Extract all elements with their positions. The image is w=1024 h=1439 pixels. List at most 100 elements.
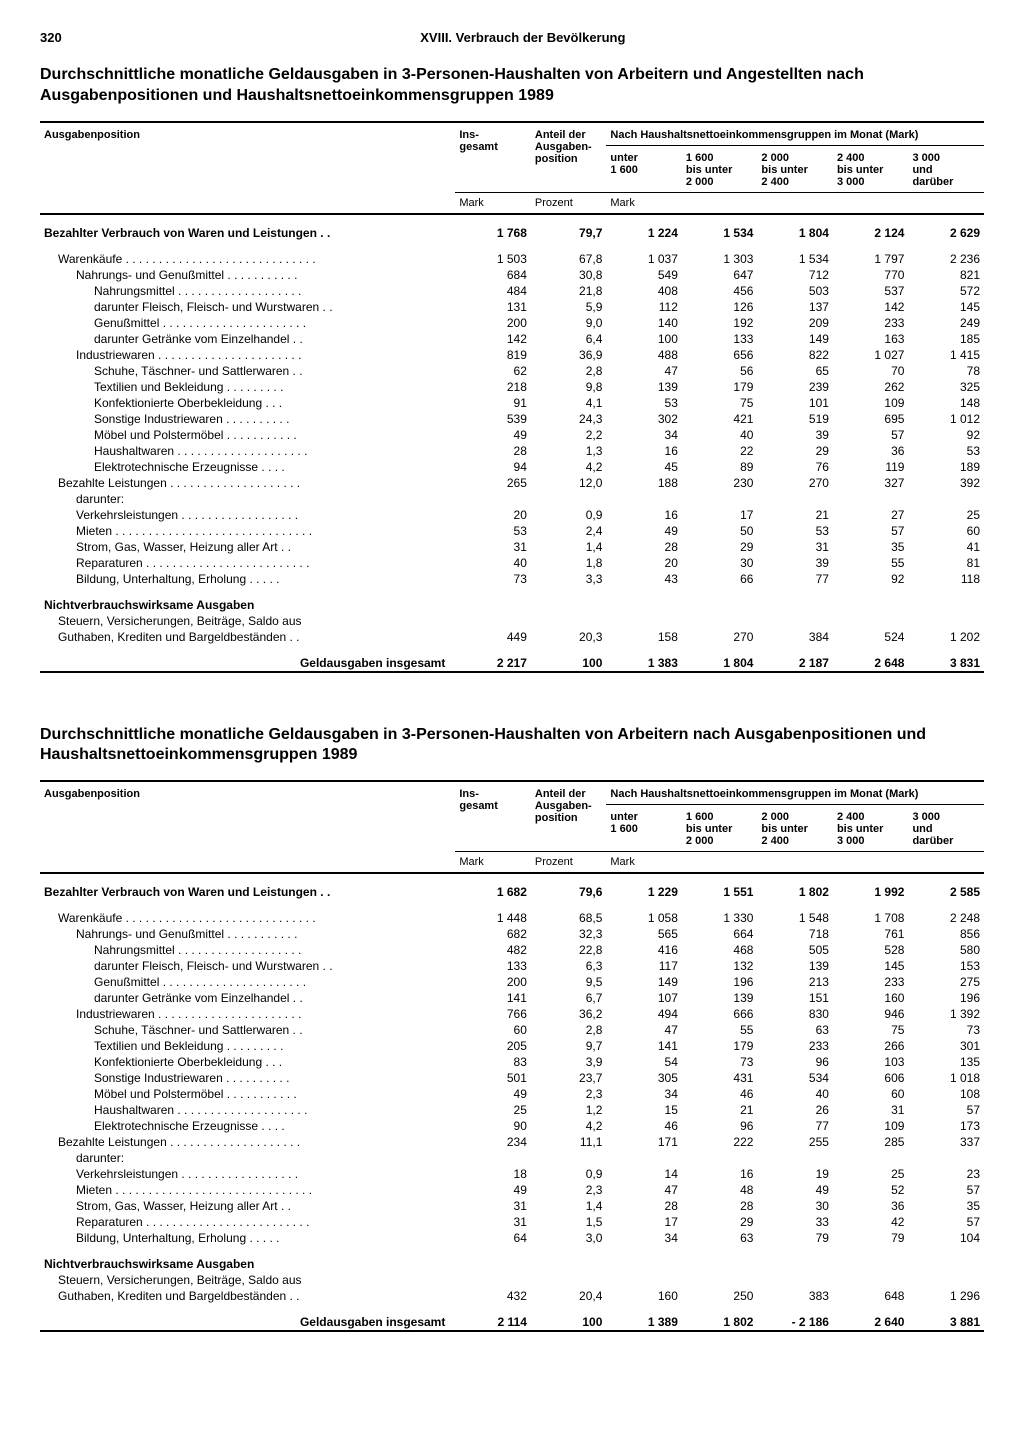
table-row: Warenkäufe . . . . . . . . . . . . . . .… [40,251,984,267]
table-row: Steuern, Versicherungen, Beiträge, Saldo… [40,613,984,629]
cell: 94 [455,459,531,475]
table-row: Nahrungs- und Genußmittel . . . . . . . … [40,267,984,283]
cell: 431 [682,1070,758,1086]
col-g1: unter1 600 [606,145,682,192]
cell: 1 018 [908,1070,984,1086]
row-label: Sonstige Industriewaren . . . . . . . . … [40,411,455,427]
cell: 712 [757,267,833,283]
cell: 31 [455,539,531,555]
table-row: darunter Fleisch, Fleisch- und Wurstware… [40,299,984,315]
row-label: Nichtverbrauchswirksame Ausgaben [40,1256,455,1272]
cell: 1 296 [908,1288,984,1304]
cell: 57 [908,1102,984,1118]
cell: 1,8 [531,555,607,571]
table-row: Reparaturen . . . . . . . . . . . . . . … [40,555,984,571]
cell: 36 [833,443,909,459]
cell: 49 [757,1182,833,1198]
cell: 92 [908,427,984,443]
table-row: Sonstige Industriewaren . . . . . . . . … [40,411,984,427]
row-label: Nahrungsmittel . . . . . . . . . . . . .… [40,283,455,299]
table-row: Warenkäufe . . . . . . . . . . . . . . .… [40,910,984,926]
cell: 75 [682,395,758,411]
cell: 28 [606,1198,682,1214]
cell: 179 [682,379,758,395]
cell [833,1272,909,1288]
row-label: Nahrungsmittel . . . . . . . . . . . . .… [40,942,455,958]
cell: 109 [833,395,909,411]
cell: 28 [606,539,682,555]
cell: 656 [682,347,758,363]
row-label: darunter Getränke vom Einzelhandel . . [40,331,455,347]
cell: 6,4 [531,331,607,347]
cell: 49 [455,1182,531,1198]
cell: 1 802 [682,1314,758,1331]
cell: 57 [908,1182,984,1198]
cell: 67,8 [531,251,607,267]
page-header: 320 XVIII. Verbrauch der Bevölkerung [40,30,984,45]
col-group-header: Nach Haushaltsnettoeinkommensgruppen im … [606,122,984,146]
cell: 1 804 [757,225,833,241]
cell: 1,2 [531,1102,607,1118]
cell: 275 [908,974,984,990]
row-label: Bildung, Unterhaltung, Erholung . . . . … [40,571,455,587]
row-label: Schuhe, Täschner- und Sattlerwaren . . [40,363,455,379]
cell: 28 [682,1198,758,1214]
cell: 408 [606,283,682,299]
row-label: Steuern, Versicherungen, Beiträge, Saldo… [40,1272,455,1288]
cell: 160 [606,1288,682,1304]
cell: 822 [757,347,833,363]
cell: 682 [455,926,531,942]
cell: 145 [908,299,984,315]
cell: 32,3 [531,926,607,942]
cell [908,613,984,629]
table-row: Elektrotechnische Erzeugnisse . . . . 90… [40,1118,984,1134]
table-row: Konfektionierte Oberbekleidung . . . 83 … [40,1054,984,1070]
cell: 34 [606,1086,682,1102]
row-label: darunter Fleisch, Fleisch- und Wurstware… [40,958,455,974]
col-anteil: Anteil derAusgaben-position [531,122,607,193]
table-row: Konfektionierte Oberbekleidung . . . 91 … [40,395,984,411]
cell: 1 503 [455,251,531,267]
table-row: Industriewaren . . . . . . . . . . . . .… [40,1006,984,1022]
cell: 145 [833,958,909,974]
cell: 11,1 [531,1134,607,1150]
cell: 18 [455,1166,531,1182]
row-label: Strom, Gas, Wasser, Heizung aller Art . … [40,539,455,555]
cell: 528 [833,942,909,958]
cell: 104 [908,1230,984,1246]
cell: 456 [682,283,758,299]
cell: 684 [455,267,531,283]
cell: 31 [455,1214,531,1230]
table-row: Textilien und Bekleidung . . . . . . . .… [40,1038,984,1054]
cell: 664 [682,926,758,942]
cell: 2,4 [531,523,607,539]
cell: 1 682 [455,884,531,900]
cell: 40 [757,1086,833,1102]
cell [606,613,682,629]
cell: 3,0 [531,1230,607,1246]
col-position: Ausgabenposition [40,781,455,852]
unit-prozent: Prozent [531,852,607,874]
cell: 36,9 [531,347,607,363]
cell: 23,7 [531,1070,607,1086]
cell [908,1150,984,1166]
page-number: 320 [40,30,62,45]
table-title: Durchschnittliche monatliche Geldausgabe… [40,65,984,107]
row-label: Textilien und Bekleidung . . . . . . . .… [40,1038,455,1054]
cell: 666 [682,1006,758,1022]
table-row: Nichtverbrauchswirksame Ausgaben [40,1256,984,1272]
cell: 36,2 [531,1006,607,1022]
cell: 1 037 [606,251,682,267]
cell: 60 [455,1022,531,1038]
cell: 21,8 [531,283,607,299]
table-row: Bildung, Unterhaltung, Erholung . . . . … [40,1230,984,1246]
cell: 75 [833,1022,909,1038]
cell: 6,7 [531,990,607,1006]
cell: 12,0 [531,475,607,491]
cell: 484 [455,283,531,299]
cell [455,1272,531,1288]
cell: 73 [455,571,531,587]
cell: 107 [606,990,682,1006]
cell: 15 [606,1102,682,1118]
cell: 1 797 [833,251,909,267]
